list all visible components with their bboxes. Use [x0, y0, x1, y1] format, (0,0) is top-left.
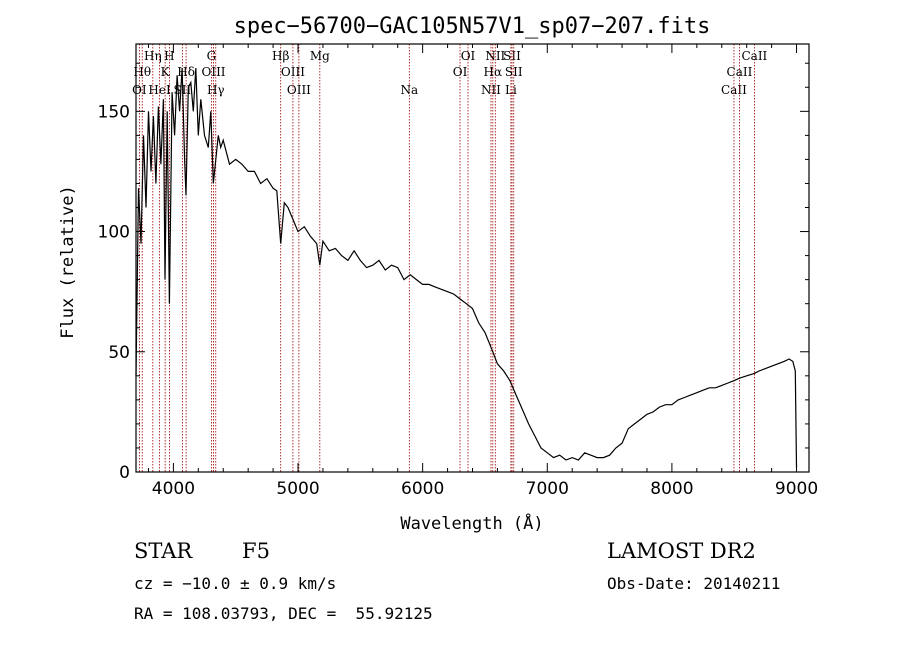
- y-axis-ticks: 0 50 100 150: [98, 62, 809, 483]
- line-label-5: H: [164, 49, 174, 63]
- line-label-1: Hθ: [133, 65, 151, 79]
- line-label-16: OI: [453, 65, 468, 79]
- line-label-20: Hα: [484, 65, 503, 79]
- line-label-11: Hβ: [272, 49, 289, 63]
- line-label-15: Na: [400, 83, 418, 97]
- survey-name: LAMOST DR2: [607, 539, 756, 563]
- y-tick-label-2: 100: [98, 223, 130, 243]
- line-label-19: NII: [485, 49, 505, 63]
- obs-date: Obs-Date: 20140211: [607, 574, 781, 593]
- coordinates: RA = 108.03793, DEC = 55.92125: [134, 604, 433, 623]
- line-label-13: OIII: [287, 83, 311, 97]
- spectral-line-markers: OI Hθ Hη HeI KH SII Hδ G OIII Hγ Hβ OIII OIII Mg Na OI O…: [132, 44, 768, 472]
- y-axis-label: Flux (relative): [58, 185, 78, 339]
- y-tick-label-0: 0: [119, 463, 130, 483]
- line-label-2: Hη: [144, 49, 162, 63]
- line-label-7: Hδ: [177, 65, 195, 79]
- line-label-0: OI: [132, 83, 147, 97]
- chart-title: spec−56700−GAC105N57V1_sp07−207.fits: [234, 14, 711, 39]
- x-tick-label-2: 6000: [401, 479, 444, 499]
- y-tick-label-1: 50: [108, 343, 130, 363]
- line-label-12: OIII: [281, 65, 305, 79]
- y-tick-label-3: 150: [98, 102, 130, 122]
- x-tick-label-4: 8000: [650, 479, 693, 499]
- line-label-17: OI: [461, 49, 476, 63]
- line-label-23: SII: [505, 65, 523, 79]
- line-label-8: G: [207, 49, 217, 63]
- line-label-25: CaII: [727, 65, 753, 79]
- line-label-14: Mg: [310, 49, 330, 63]
- line-label-18: NII: [481, 83, 501, 97]
- x-tick-label-1: 5000: [276, 479, 319, 499]
- line-label-26: CaII: [741, 49, 767, 63]
- spectrum-line: [135, 67, 798, 468]
- x-tick-label-5: 9000: [775, 479, 818, 499]
- x-tick-label-0: 4000: [152, 479, 195, 499]
- line-label-10: Hγ: [207, 83, 225, 97]
- x-axis-ticks: 4000 5000 6000 7000 8000 9000: [147, 44, 818, 499]
- line-label-9: OIII: [201, 65, 225, 79]
- line-label-4: K: [161, 65, 171, 79]
- object-subclass: F5: [242, 539, 270, 563]
- line-label-3: HeI: [148, 83, 171, 97]
- redshift-readout: cz = −10.0 ± 0.9 km/s: [134, 574, 337, 593]
- line-label-24: CaII: [721, 83, 747, 97]
- object-class: STAR: [134, 539, 193, 563]
- plot-frame: [135, 43, 810, 473]
- line-label-21: Li: [505, 83, 517, 97]
- x-axis-label: Wavelength (Å): [400, 512, 543, 534]
- line-label-22: SII: [503, 49, 521, 63]
- x-tick-label-3: 7000: [526, 479, 569, 499]
